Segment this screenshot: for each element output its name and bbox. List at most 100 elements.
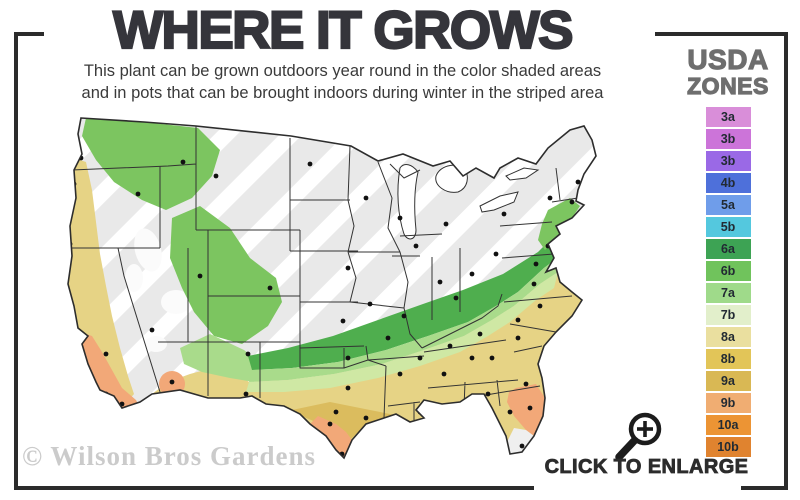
- zone-label: 5b: [720, 220, 736, 235]
- zone-label: 6a: [721, 242, 735, 257]
- zone-swatch-list: 3a 3b 3b 4b 5a 5b 6a 6b 7a 7b 8a 8b 9a 9b 10a 10b: [668, 107, 788, 459]
- city-dot: [527, 405, 533, 411]
- subtitle: This plant can be grown outdoors year ro…: [30, 61, 655, 105]
- city-dots: [68, 155, 581, 457]
- zone-swatch-3a: 3a: [705, 107, 751, 128]
- city-dot: [437, 279, 443, 285]
- city-dot: [397, 215, 403, 221]
- city-dot: [327, 421, 333, 427]
- zone-band-green-pale: [246, 272, 558, 392]
- south-florida-gray-tip: [507, 428, 534, 454]
- city-dot: [537, 303, 543, 309]
- city-dot: [515, 335, 521, 341]
- state-borders: [68, 126, 579, 420]
- zone-swatch-10b: 10b: [705, 437, 751, 458]
- zone-swatch-3b: 3b: [705, 129, 751, 150]
- city-dot: [103, 351, 109, 357]
- city-dot: [345, 385, 351, 391]
- city-dot: [519, 443, 525, 449]
- city-dot: [533, 261, 539, 267]
- usda-zones-legend: USDA ZONES 3a 3b 3b 4b 5a 5b 6a 6b 7a 7b 8a 8b 9a 9b 1…: [668, 44, 788, 459]
- frame-border-left: [14, 32, 18, 490]
- frame-border-top-right: [655, 32, 788, 36]
- zone-swatch-6b: 6b: [705, 261, 751, 282]
- city-dot: [447, 343, 453, 349]
- city-dot: [340, 318, 346, 324]
- zone-swatch-7a: 7a: [705, 283, 751, 304]
- frame-border-bottom-right: [741, 486, 788, 490]
- watermark: © Wilson Bros Gardens: [22, 441, 316, 471]
- city-dot: [515, 317, 521, 323]
- city-dot: [501, 211, 507, 217]
- city-dot: [180, 159, 186, 165]
- page-title: WHERE IT GROWS: [112, 0, 575, 61]
- city-dot: [413, 243, 419, 249]
- city-dot: [493, 251, 499, 257]
- zone-swatch-7b: 7b: [705, 305, 751, 326]
- zone-swatch-5a: 5a: [705, 195, 751, 216]
- zone-swatch-10a: 10a: [705, 415, 751, 436]
- zoom-in-icon[interactable]: [612, 402, 670, 468]
- zone-label: 9b: [720, 396, 736, 411]
- city-dot: [267, 285, 273, 291]
- city-dot: [333, 409, 339, 415]
- city-dot: [149, 327, 155, 333]
- zone-label: 10a: [717, 418, 739, 433]
- zone-label: 10b: [717, 440, 739, 455]
- zone-band-gold-gulf: [292, 402, 408, 442]
- city-dot: [385, 335, 391, 341]
- city-dot: [477, 331, 483, 337]
- city-dot: [363, 195, 369, 201]
- city-dot: [469, 271, 475, 277]
- zone-swatch-9b: 9b: [705, 393, 751, 414]
- city-dot: [547, 195, 553, 201]
- city-dot: [523, 381, 529, 387]
- legend-title-zones: ZONES: [687, 73, 769, 99]
- city-dot: [531, 281, 537, 287]
- city-dot: [245, 351, 251, 357]
- zone-band-green-mid: [249, 256, 560, 382]
- city-dot: [453, 295, 459, 301]
- zone-label: 8b: [720, 352, 736, 367]
- city-dot: [363, 415, 369, 421]
- zone-label: 3b: [720, 154, 736, 169]
- subtitle-line-2: and in pots that can be brought indoors …: [81, 83, 604, 102]
- city-dot: [367, 301, 373, 307]
- zone-swatch-8a: 8a: [705, 327, 751, 348]
- city-dot: [443, 221, 449, 227]
- click-to-enlarge-button[interactable]: CLICK TO ENLARGE: [544, 456, 749, 479]
- zone-label: 5a: [721, 198, 735, 213]
- city-dot: [485, 391, 491, 397]
- frame-border-top-left: [14, 32, 44, 36]
- city-dot: [489, 355, 495, 361]
- zone-swatch-4b: 4b: [705, 173, 751, 194]
- zone-swatch-3b: 3b: [705, 151, 751, 172]
- zone-swatch-9a: 9a: [705, 371, 751, 392]
- zone-salmon-regions: [80, 332, 545, 458]
- zone-label: 4b: [720, 176, 736, 191]
- zone-swatch-8b: 8b: [705, 349, 751, 370]
- zone-label: 6b: [720, 264, 736, 279]
- zone-label: 7b: [720, 308, 736, 323]
- legend-title-usda: USDA: [687, 44, 769, 75]
- city-dot: [345, 355, 351, 361]
- zone-label: 9a: [721, 374, 735, 389]
- zone-label: 3b: [720, 132, 736, 147]
- city-dot: [307, 161, 313, 167]
- city-dot: [213, 173, 219, 179]
- frame-border-bottom-left: [14, 486, 534, 490]
- us-zone-map[interactable]: [48, 106, 660, 466]
- zone-label: 7a: [721, 286, 735, 301]
- city-dot: [417, 355, 423, 361]
- zone-label: 8a: [721, 330, 735, 345]
- city-dot: [401, 313, 407, 319]
- zone-swatch-5b: 5b: [705, 217, 751, 238]
- city-dot: [575, 179, 581, 185]
- city-dot: [397, 371, 403, 377]
- frame-border-right: [784, 32, 788, 490]
- zone-swatch-6a: 6a: [705, 239, 751, 260]
- city-dot: [441, 371, 447, 377]
- city-dot: [469, 355, 475, 361]
- city-dot: [197, 273, 203, 279]
- city-dot: [135, 191, 141, 197]
